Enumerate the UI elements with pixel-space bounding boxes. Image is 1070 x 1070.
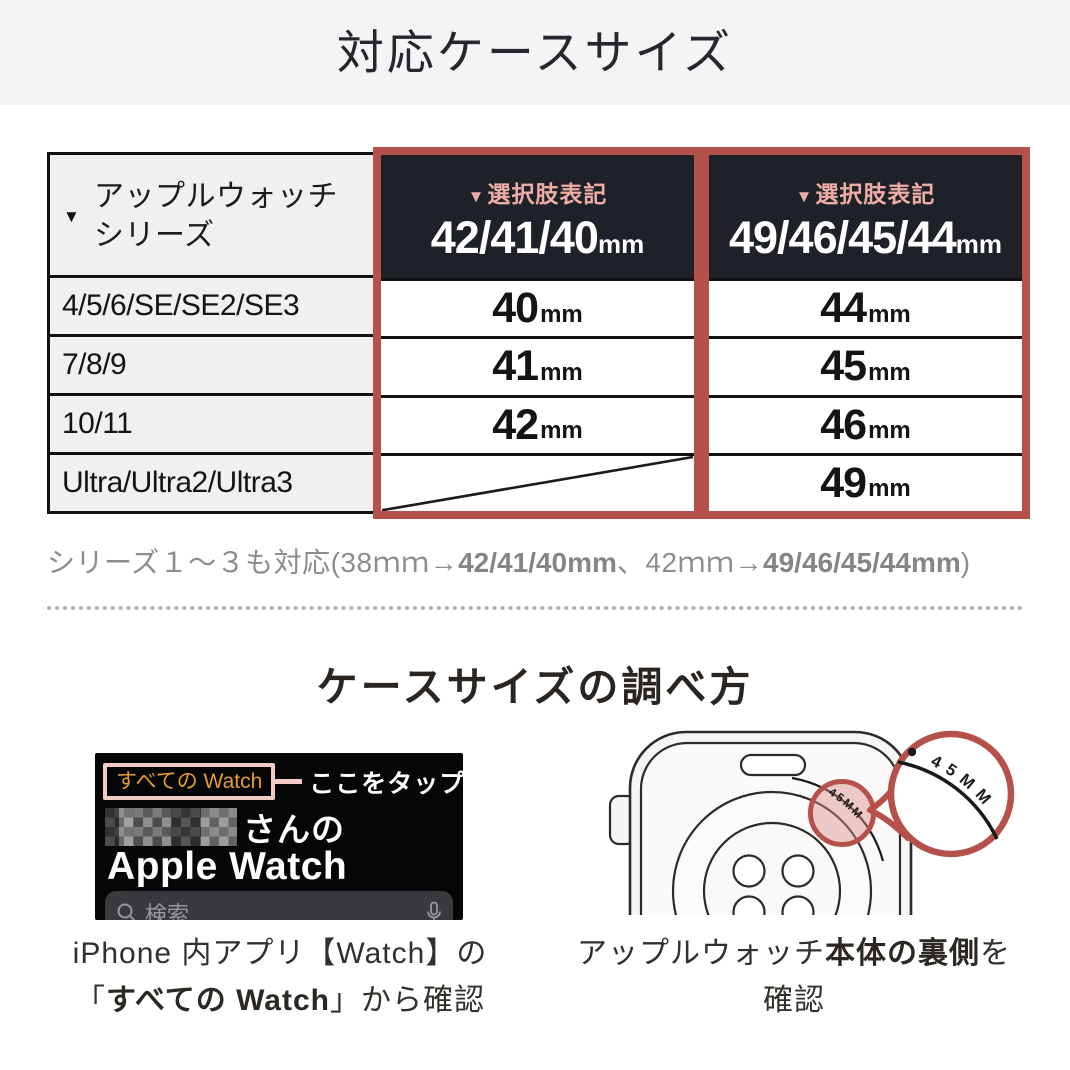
option-tag-label: 選択肢表記 — [815, 181, 936, 207]
apple-watch-title: Apple Watch — [107, 845, 348, 888]
watch-body — [608, 730, 913, 915]
series-header-line2: シリーズ — [94, 219, 215, 252]
caption-right-line2: 確認 — [763, 984, 825, 1017]
option-tag: ▼選択肢表記 — [468, 175, 608, 209]
size-column-large: ▼選択肢表記 49/46/45/44mm 44 mm 45 mm 46 mm 49 mm — [709, 155, 1022, 511]
search-placeholder: 検索 — [145, 902, 190, 920]
series-cell: 7/8/9 — [50, 334, 374, 393]
dotted-divider — [47, 606, 1023, 610]
caption-phone-method: iPhone 内アプリ【Watch】の 「すべての Watch」から確認 — [60, 930, 500, 1024]
size-group-label: 42/41/40mm — [430, 212, 645, 263]
size-group-label: 49/46/45/44mm — [729, 212, 1002, 263]
measure-dot — [907, 747, 917, 757]
size-cell: 40 mm — [381, 278, 694, 337]
series-column-header: ▼ アップルウォッチ シリーズ — [50, 155, 374, 278]
legacy-series-note: シリーズ１〜３も対応(38ｍｍ→42/41/40mm、42ｍｍ→49/46/45… — [47, 547, 971, 578]
highlight-row: すべての Watch ここをタップ — [103, 763, 463, 800]
size-cell: 49 mm — [709, 452, 1022, 511]
watch-app-screenshot: すべての Watch ここをタップ さんの Apple Watch 検索 — [95, 753, 463, 920]
mic-icon — [427, 901, 441, 920]
down-triangle-icon: ▼ — [467, 187, 486, 206]
caption-left-line2: 「すべての Watch」から確認 — [75, 984, 485, 1017]
size-column-small: ▼選択肢表記 42/41/40mm 40 mm 41 mm 42 mm — [381, 155, 694, 511]
size-cell: 41 mm — [381, 336, 694, 395]
size-cell: 45 mm — [709, 336, 1022, 395]
page-header-banner: 対応ケースサイズ — [0, 0, 1070, 105]
size-cell: 44 mm — [709, 278, 1022, 337]
search-input[interactable]: 検索 — [105, 891, 453, 920]
not-applicable-diagonal — [381, 455, 694, 511]
caption-right-line1: アップルウォッチ本体の裏側を — [577, 937, 1011, 970]
size-column-small-header: ▼選択肢表記 42/41/40mm — [381, 155, 694, 278]
search-icon — [117, 903, 136, 920]
down-triangle-icon: ▼ — [63, 207, 80, 226]
series-cell: 4/5/6/SE/SE2/SE3 — [62, 289, 300, 322]
blurred-owner-name — [105, 808, 237, 846]
page-title: 対応ケースサイズ — [336, 26, 734, 79]
size-columns-frame: ▼選択肢表記 42/41/40mm 40 mm 41 mm 42 mm ▼選択肢表記 … — [373, 147, 1030, 519]
size-compatibility-table: ▼ アップルウォッチ シリーズ 4/5/6/SE/SE2/SE3 7/8/9 1… — [47, 147, 1030, 519]
section-title: ケースサイズの調べ方 — [316, 664, 754, 710]
watch-back-illustration: 45MM 45MM — [608, 730, 1015, 915]
size-cell: 46 mm — [709, 394, 1022, 453]
size-column-large-header: ▼選択肢表記 49/46/45/44mm — [709, 155, 1022, 278]
tap-here-label: ここをタップ — [309, 769, 463, 798]
caption-watch-method: アップルウォッチ本体の裏側を 確認 — [548, 930, 1040, 1024]
series-header-line1: アップルウォッチ — [94, 180, 338, 213]
series-cell: Ultra/Ultra2/Ultra3 — [50, 452, 374, 511]
option-tag-label: 選択肢表記 — [487, 181, 608, 207]
caption-left-line1: iPhone 内アプリ【Watch】の — [72, 937, 488, 970]
magnifier-circle — [887, 730, 1015, 858]
size-cell-empty — [381, 452, 694, 511]
down-triangle-icon: ▼ — [795, 187, 814, 206]
owner-row: さんの — [105, 803, 345, 851]
series-cell: 10/11 — [50, 393, 374, 452]
option-tag: ▼選択肢表記 — [796, 175, 936, 209]
callout-connector-line — [275, 779, 303, 784]
owner-suffix-label: さんの — [243, 811, 345, 848]
all-watch-button[interactable]: すべての Watch — [103, 763, 276, 800]
size-cell: 42 mm — [381, 394, 694, 453]
series-column: ▼ アップルウォッチ シリーズ 4/5/6/SE/SE2/SE3 7/8/9 1… — [47, 152, 377, 514]
